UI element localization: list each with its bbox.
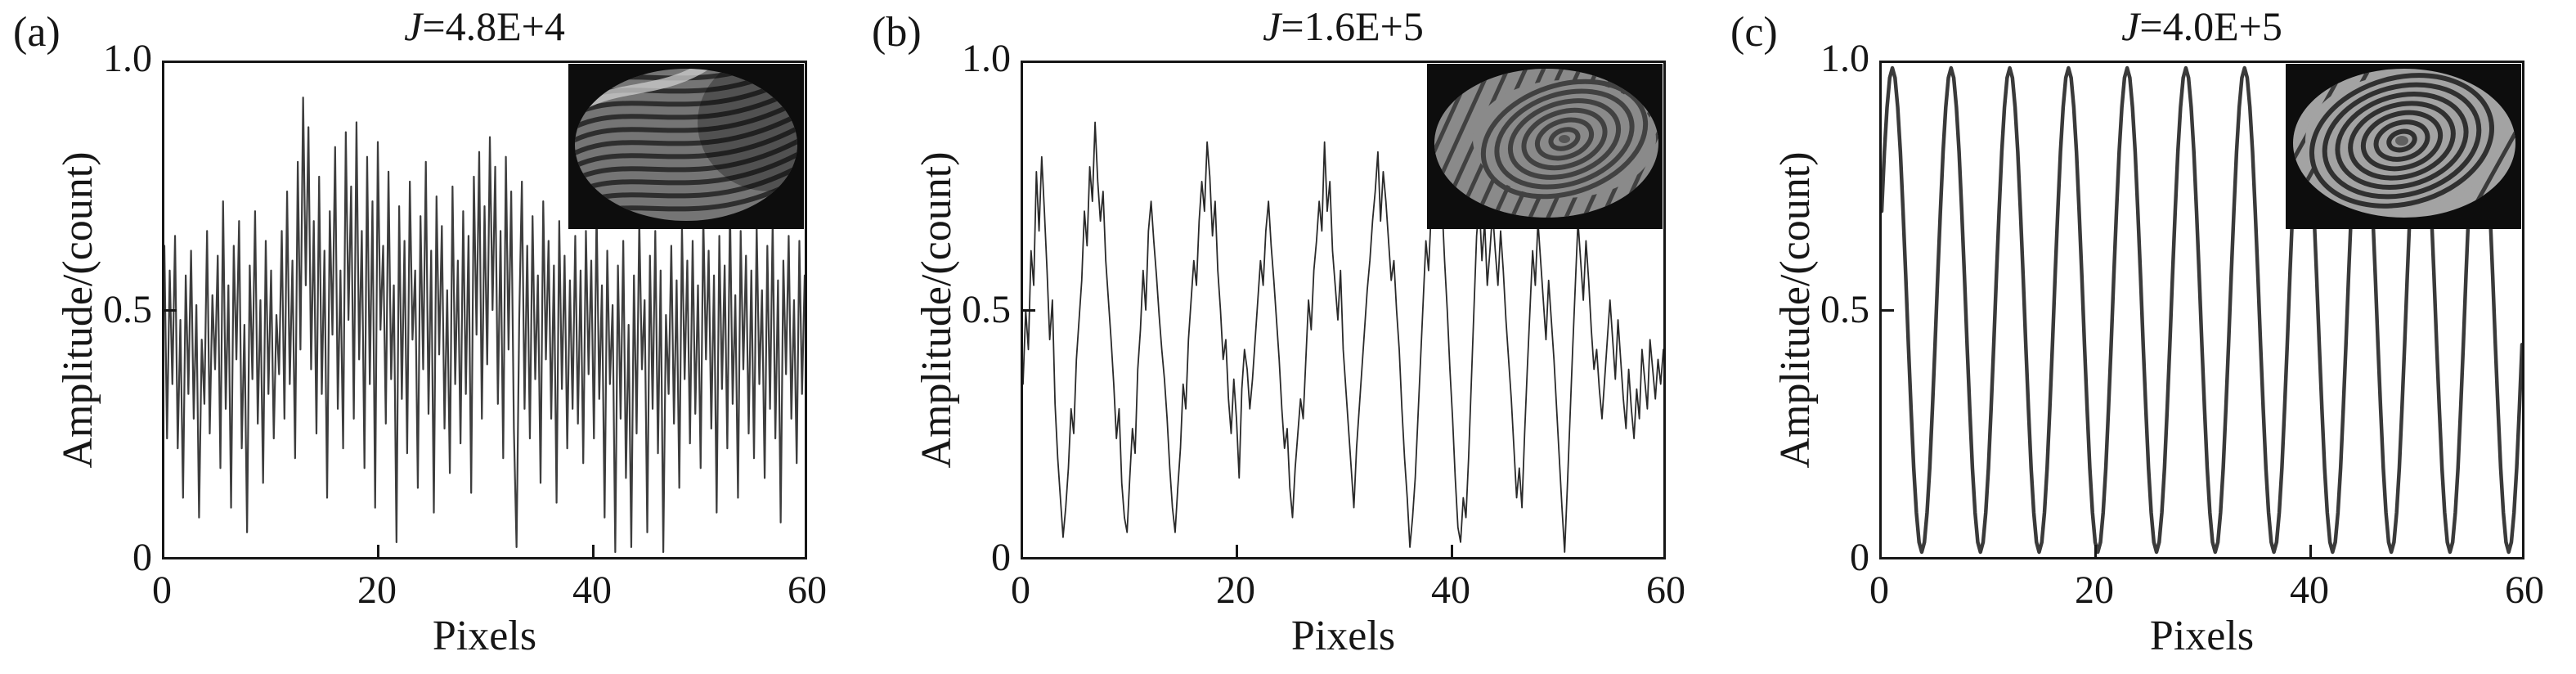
plot-title: J=1.6E+5 <box>1021 5 1666 48</box>
title-value: =4.8E+4 <box>422 3 565 49</box>
x-tick-label-20: 20 <box>1216 568 1255 612</box>
y-tick-label-0: 0 <box>1850 536 1869 579</box>
interferogram-inset-b <box>1427 64 1663 229</box>
plot-area <box>1021 61 1666 559</box>
x-axis-tick-20 <box>1236 545 1238 557</box>
x-tick-label-60: 60 <box>1646 568 1685 612</box>
x-axis-label: Pixels <box>432 613 537 659</box>
x-tick-label-20: 20 <box>2075 568 2114 612</box>
x-tick-label-40: 40 <box>2290 568 2329 612</box>
plot-area <box>1879 61 2524 559</box>
x-axis-tick-40 <box>592 545 595 557</box>
y-tick-label-1.0: 1.0 <box>1820 37 1869 80</box>
title-value: =4.0E+5 <box>2139 3 2282 49</box>
x-tick-label-60: 60 <box>2505 568 2544 612</box>
plot-title: J=4.0E+5 <box>1879 5 2524 48</box>
interferogram-inset-a <box>568 64 804 229</box>
panel-label: (b) <box>872 9 922 56</box>
x-tick-label-0: 0 <box>1011 568 1030 612</box>
noise-trace <box>164 63 805 557</box>
x-tick-label-0: 0 <box>1869 568 1889 612</box>
interferogram-inset-c <box>2286 64 2521 229</box>
title-value: =1.6E+5 <box>1281 3 1424 49</box>
plot-title: J=4.8E+4 <box>162 5 807 48</box>
y-tick-label-0.5: 0.5 <box>1820 288 1869 331</box>
y-tick-label-1.0: 1.0 <box>103 37 152 80</box>
title-variable: J <box>2121 3 2140 49</box>
panel-b: (b) J=1.6E+5 Amplitude/(count) 1.0 0.5 0 <box>859 0 1717 674</box>
x-tick-label-0: 0 <box>152 568 172 612</box>
panel-a: (a) J=4.8E+4 Amplitude/(count) 1.0 0.5 0 <box>0 0 859 674</box>
x-axis-tick-20 <box>377 545 379 557</box>
x-axis-tick-40 <box>2309 545 2312 557</box>
y-tick-label-0.5: 0.5 <box>103 288 152 331</box>
x-axis-tick-20 <box>2094 545 2097 557</box>
y-axis-tick-0.5 <box>164 309 177 312</box>
plot-area <box>162 61 807 559</box>
y-axis-tick-0.5 <box>1882 309 1894 312</box>
x-tick-label-60: 60 <box>788 568 827 612</box>
x-axis-tick-40 <box>1451 545 1453 557</box>
x-tick-label-40: 40 <box>572 568 612 612</box>
y-tick-label-0: 0 <box>991 536 1011 579</box>
y-tick-label-1.0: 1.0 <box>962 37 1011 80</box>
y-axis-tick-0.5 <box>1023 309 1035 312</box>
y-tick-label-0.5: 0.5 <box>962 288 1011 331</box>
title-variable: J <box>1263 3 1281 49</box>
x-tick-label-20: 20 <box>357 568 397 612</box>
panel-label: (a) <box>13 9 61 56</box>
x-axis-label: Pixels <box>1290 613 1396 659</box>
x-axis-label: Pixels <box>2149 613 2255 659</box>
panel-label: (c) <box>1730 9 1778 56</box>
noisy-fringe-trace <box>1023 63 1663 557</box>
title-variable: J <box>404 3 423 49</box>
panel-c: (c) J=4.0E+5 Amplitude/(count) 1.0 0.5 0 <box>1717 0 2576 674</box>
y-tick-label-0: 0 <box>132 536 152 579</box>
x-tick-label-40: 40 <box>1431 568 1470 612</box>
